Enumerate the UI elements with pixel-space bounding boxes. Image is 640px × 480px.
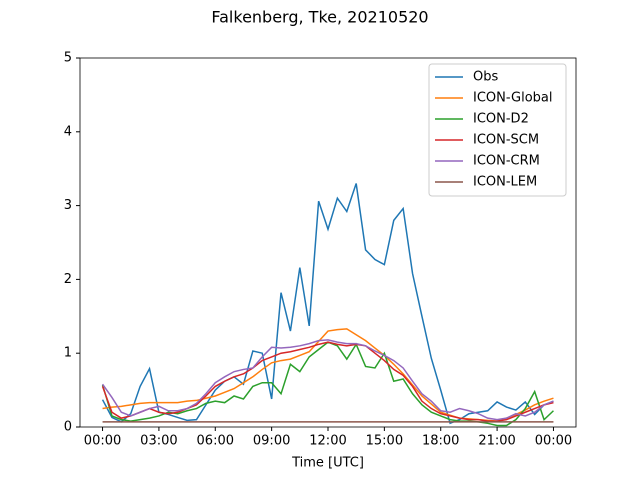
y-tick-label: 2 [64,272,72,287]
y-tick-label: 3 [64,198,72,213]
x-tick-label: 15:00 [366,434,403,449]
x-axis-label: Time [UTC] [291,456,364,471]
chart-title: Falkenberg, Tke, 20210520 [211,8,428,27]
legend-label: Obs [473,70,498,85]
x-tick-label: 09:00 [253,434,290,449]
y-tick-label: 0 [64,420,72,435]
y-tick-label: 4 [64,124,72,139]
x-tick-label: 18:00 [422,434,459,449]
legend-label: ICON-SCM [473,133,539,148]
x-tick-label: 00:00 [535,434,572,449]
series-line [101,339,554,421]
y-tick-label: 1 [64,346,72,361]
legend-label: ICON-LEM [473,175,537,190]
x-tick-label: 03:00 [140,434,177,449]
series-line [101,341,554,422]
legend-label: ICON-D2 [473,112,529,127]
plot-frame [79,57,577,428]
legend-box [428,63,567,197]
x-tick-label: 12:00 [309,434,346,449]
x-tick-label: 00:00 [84,434,121,449]
series-line [101,183,554,425]
legend-label: ICON-CRM [473,154,540,169]
x-tick-label: 06:00 [197,434,234,449]
legend-label: ICON-Global [473,91,553,106]
y-tick-label: 5 [64,51,72,66]
x-tick-label: 21:00 [478,434,515,449]
